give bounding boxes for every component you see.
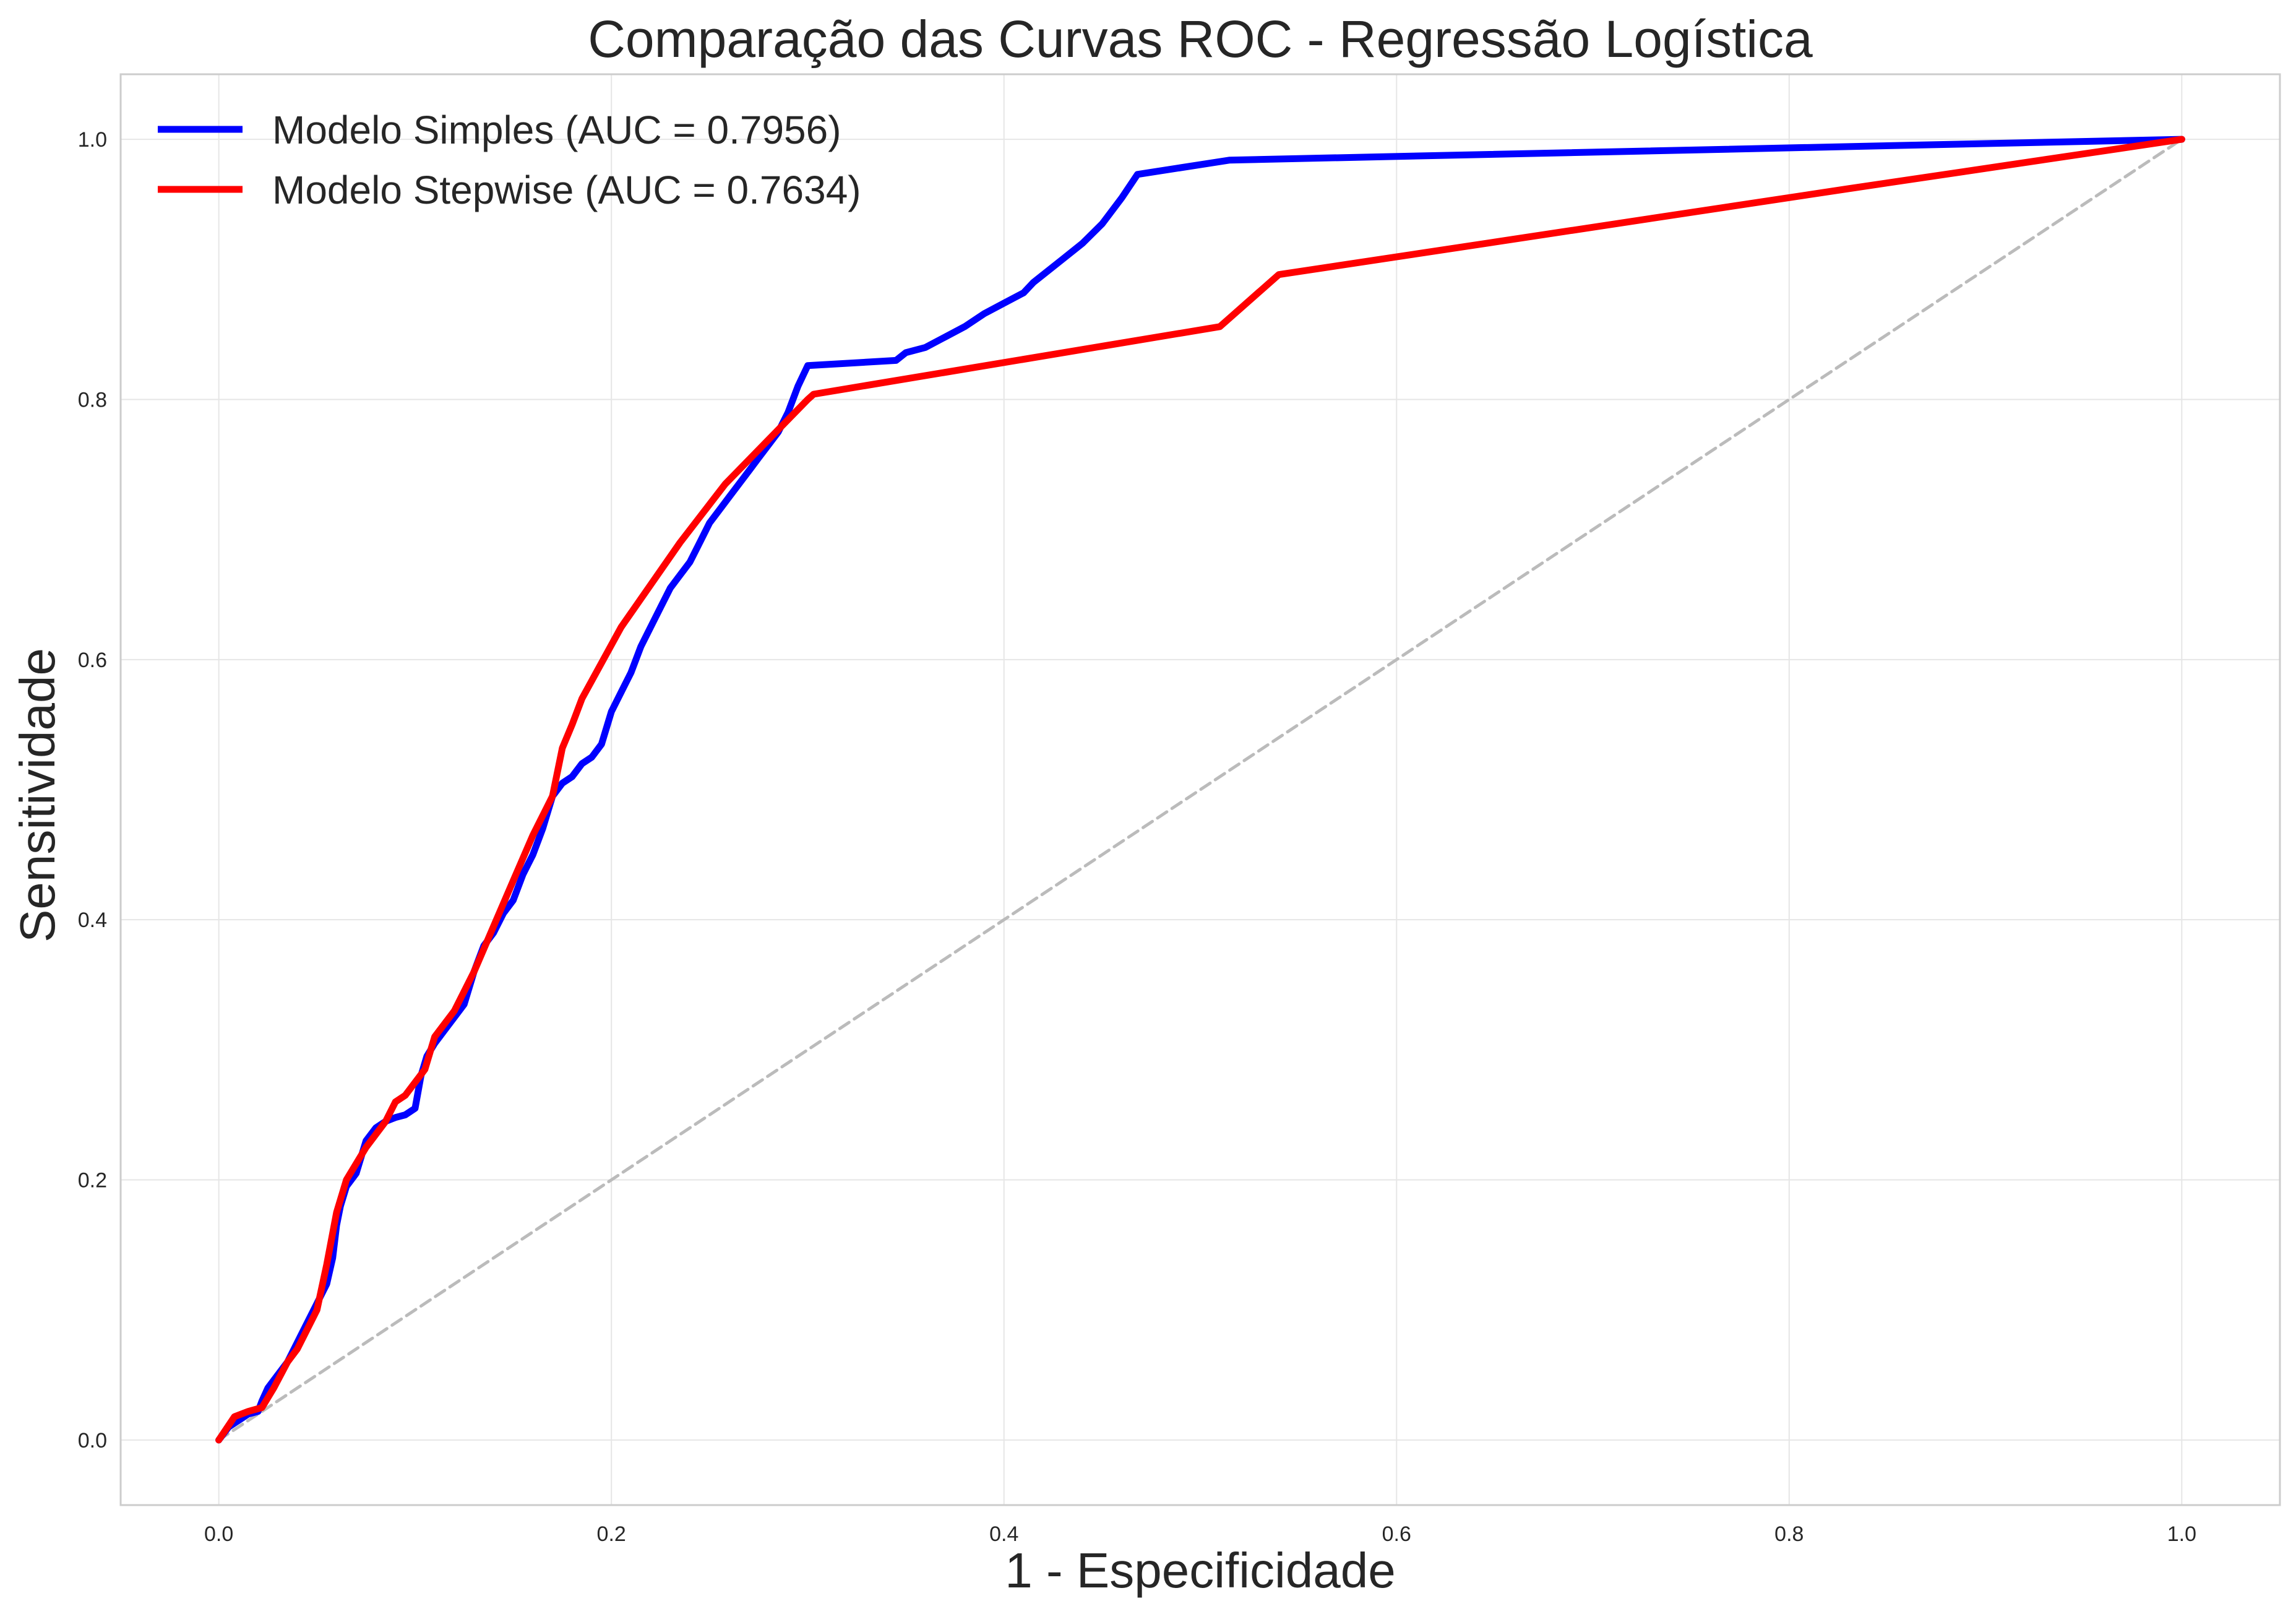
y-tick-label: 0.6 (78, 649, 107, 672)
series-layer (215, 136, 2185, 1444)
x-tick-label: 1.0 (2167, 1522, 2196, 1546)
tick-layer: 0.0 0.2 0.4 0.6 0.8 1.0 0.0 0.2 0.4 0.6 0.8 1.0 (78, 128, 2196, 1546)
y-tick-label: 0.0 (78, 1429, 107, 1452)
plot-frame (119, 73, 2281, 1506)
x-tick-label: 0.0 (204, 1522, 233, 1546)
chart-title: Comparação das Curvas ROC - Regressão Lo… (588, 10, 1813, 68)
y-tick-label: 0.8 (78, 388, 107, 412)
y-tick-label: 1.0 (78, 128, 107, 152)
x-axis-label: 1 - Especificidade (1005, 1543, 1395, 1598)
series-line-modelo-simples (215, 136, 2185, 1444)
y-tick-label: 0.4 (78, 908, 107, 932)
legend: Modelo Simples (AUC = 0.7956) Modelo Ste… (158, 108, 861, 212)
x-tick-label: 0.6 (1382, 1522, 1411, 1546)
legend-label-stepwise: Modelo Stepwise (AUC = 0.7634) (272, 168, 861, 212)
y-axis-label: Sensitividade (10, 648, 65, 943)
x-tick-label: 0.8 (1774, 1522, 1804, 1546)
y-tick-label: 0.2 (78, 1169, 107, 1193)
grid-layer (121, 74, 2280, 1505)
legend-label-simples: Modelo Simples (AUC = 0.7956) (272, 108, 841, 152)
series-line-modelo-stepwise (215, 136, 2185, 1444)
x-tick-label: 0.4 (989, 1522, 1018, 1546)
reference-diagonal-line (217, 137, 2183, 1442)
x-tick-label: 0.2 (597, 1522, 626, 1546)
